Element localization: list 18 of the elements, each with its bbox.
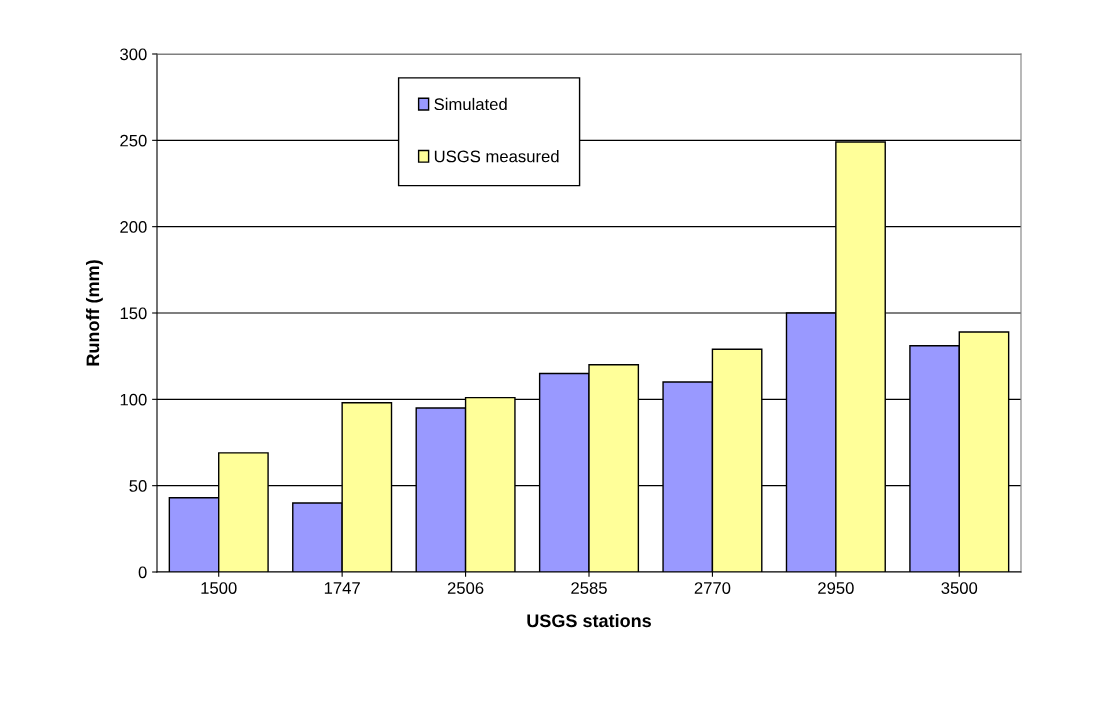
x-tick-label: 3500 — [941, 582, 978, 594]
y-tick-label: 0 — [138, 566, 147, 579]
x-tick-label: 2770 — [694, 582, 731, 594]
y-tick-label: 100 — [120, 393, 147, 406]
legend-label: Simulated — [434, 97, 507, 111]
y-axis-title: Runoff (mm) — [85, 260, 103, 366]
legend-label: USGS measured — [434, 150, 559, 163]
y-tick-label: 50 — [129, 480, 147, 492]
x-tick-label: 1747 — [324, 582, 360, 594]
y-tick-label: 250 — [120, 134, 147, 147]
x-tick-label: 2585 — [571, 582, 607, 594]
x-tick-label: 2506 — [447, 582, 484, 594]
y-tick-label: 150 — [120, 307, 147, 320]
y-tick-label: 200 — [120, 221, 147, 233]
x-tick-label: 1500 — [201, 582, 237, 594]
x-axis-title: USGS stations — [527, 613, 651, 628]
y-tick-label: 300 — [120, 48, 147, 61]
x-tick-label: 2950 — [818, 582, 854, 594]
